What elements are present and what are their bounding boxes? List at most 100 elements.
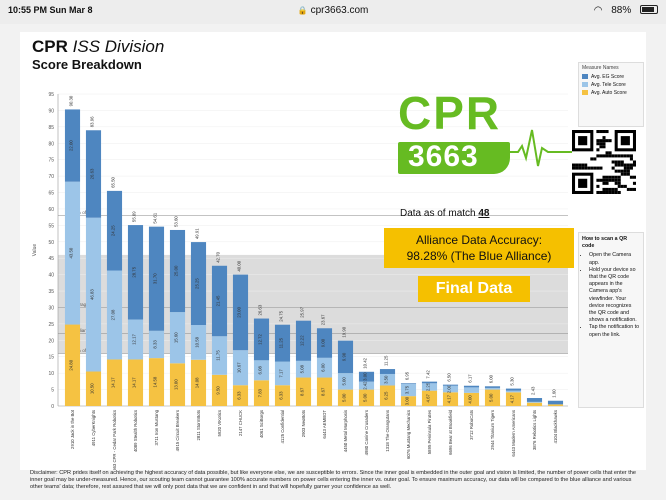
- qr-module: [614, 154, 618, 158]
- qr-module: [605, 154, 609, 158]
- bar-segment: [274, 324, 291, 362]
- bar-value-label: 23.00: [237, 306, 242, 317]
- bar-value-label: 24.25: [111, 225, 116, 236]
- match-number: 48: [478, 208, 490, 219]
- qr-module: [596, 184, 600, 188]
- x-tick-label: 4450 Metal Morphosis: [343, 410, 348, 452]
- legend-swatch-auto: [582, 90, 588, 96]
- bar-value-label: 14.17: [111, 377, 116, 388]
- bar-segment: [337, 389, 354, 406]
- qr-module: [587, 166, 591, 170]
- qr-module: [611, 178, 615, 182]
- bar-segment: [379, 373, 396, 386]
- bar-value-label: 5.00: [342, 377, 347, 386]
- bar-segment: [316, 357, 333, 378]
- x-tick-label: 2147 CHUCK: [238, 410, 243, 436]
- y-tick-label: 20: [48, 338, 54, 344]
- dashboard-sheet: 0 5 10 15 20 25 30 35 40 45 50 55 60 65 70 75 80 85 90 95 Va…: [20, 32, 646, 470]
- bar-segment: [148, 226, 165, 331]
- x-tick-label: 5895 Peninsula Pirates: [427, 410, 432, 454]
- legend-item[interactable]: Avg. EG Score: [582, 74, 640, 82]
- final-data-badge: Final Data: [418, 276, 530, 302]
- bar-value-label: 4.17: [510, 394, 515, 403]
- qr-module: [605, 139, 609, 143]
- bar-value-label: 27.08: [111, 309, 116, 320]
- bar-value-label: 26.63: [90, 168, 95, 179]
- qr-module: [593, 157, 597, 161]
- bar-segment: [85, 130, 102, 218]
- x-tick-label: 3876 Rebotics Lights: [532, 410, 537, 450]
- bar-segment: [442, 384, 459, 386]
- x-tick-label: 4089 Stealth Robotics: [133, 410, 138, 452]
- qr-module: [623, 172, 627, 176]
- bar-segment: [85, 371, 102, 406]
- qr-module: [614, 187, 618, 191]
- qr-module: [602, 145, 606, 149]
- qr-module: [611, 154, 615, 158]
- qr-module: [581, 163, 585, 167]
- y-tick-label: 15: [48, 355, 54, 361]
- x-tick-label: 1318 The Orangutans: [385, 410, 390, 452]
- bar-segment: [169, 229, 186, 313]
- qr-module: [629, 187, 633, 191]
- x-tick-label: 6443 AEMBOT: [322, 410, 327, 439]
- qr-module: [617, 190, 621, 194]
- bar-value-label: 5.00: [342, 393, 347, 402]
- bar-segment: [505, 388, 522, 391]
- data-as-of-label: Data as of match: [400, 208, 476, 219]
- bar-segment: [295, 377, 312, 406]
- qr-module: [590, 157, 594, 161]
- bar-segment: [463, 392, 480, 406]
- bar-total-label: 54.61: [153, 212, 158, 223]
- qr-module: [632, 160, 636, 164]
- qr-module: [602, 130, 606, 134]
- bar-value-label: 8.67: [300, 387, 305, 396]
- legend-item[interactable]: Avg. Auto Score: [582, 90, 640, 98]
- bar-segment: [232, 274, 249, 351]
- bar-value-label: 12.22: [300, 335, 305, 346]
- qr-module: [620, 154, 624, 158]
- qr-module: [617, 154, 621, 158]
- reference-line-label: 50% of Total: [72, 210, 97, 215]
- bar-value-label: 9.90: [342, 352, 347, 361]
- bar-segment: [358, 381, 375, 390]
- bar-value-label: 6.25: [384, 391, 389, 400]
- lock-icon: 🔒: [297, 6, 308, 15]
- heartbeat-icon: [506, 129, 576, 167]
- bar-value-label: 31.70: [153, 273, 158, 284]
- bar-segment: [484, 386, 501, 388]
- bar-total-label: 25.97: [300, 306, 305, 317]
- qr-module: [599, 178, 603, 182]
- bar-segment: [85, 217, 102, 372]
- bar-segment: [400, 396, 417, 406]
- qr-module: [596, 130, 600, 134]
- url-text: cpr3663.com: [310, 5, 369, 16]
- qr-code-icon[interactable]: [572, 130, 636, 194]
- bar-segment: [526, 401, 543, 403]
- bar-segment: [295, 360, 312, 378]
- bar-segment: [106, 190, 123, 271]
- bar-value-label: 6.33: [279, 391, 284, 400]
- x-tick-label: 2944 Titanium Tigers: [490, 410, 495, 450]
- logo-number-banner: [398, 142, 510, 174]
- bar-total-label: 10.42: [363, 357, 368, 368]
- qr-module: [578, 166, 582, 170]
- address-bar[interactable]: 🔒 cpr3663.com: [0, 5, 666, 16]
- bar-segment: [421, 390, 438, 406]
- bar-value-label: 14.58: [153, 376, 158, 387]
- bar-total-label: 90.30: [69, 95, 74, 106]
- qr-module: [602, 136, 606, 140]
- qr-module: [620, 184, 624, 188]
- legend-item[interactable]: Avg. Tele Score: [582, 82, 640, 90]
- qr-module: [602, 139, 606, 143]
- qr-module: [614, 181, 618, 185]
- qr-finder: [578, 136, 588, 146]
- bar-value-label: 4.67: [426, 394, 431, 403]
- bar-segment: [484, 387, 501, 390]
- bar-segment: [64, 181, 81, 325]
- bar-segment: [463, 385, 480, 388]
- bar-value-label: 5.00: [363, 393, 368, 402]
- bar-total-label: 26.63: [258, 304, 263, 315]
- bar-segment: [274, 385, 291, 406]
- qr-module: [620, 169, 624, 173]
